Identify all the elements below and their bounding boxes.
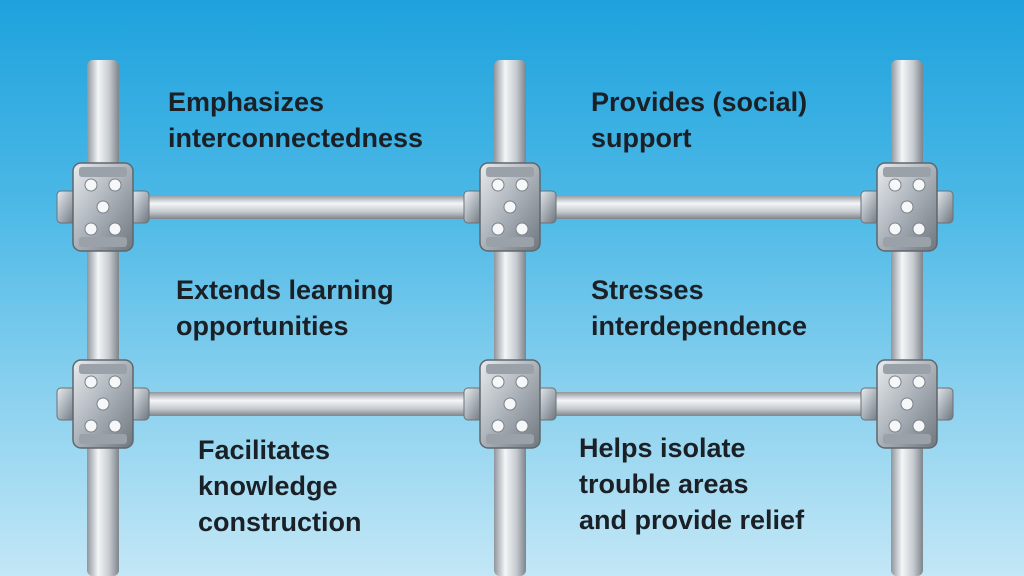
coupler-icon xyxy=(860,162,954,252)
text-line: Helps isolate xyxy=(579,433,746,463)
coupler-icon xyxy=(463,162,557,252)
vertical-pipe-middle xyxy=(494,60,526,576)
text-line: trouble areas xyxy=(579,469,749,499)
text-cell-middle-right: Stresses interdependence xyxy=(591,272,807,344)
text-cell-top-left: Emphasizes interconnectedness xyxy=(168,84,423,156)
coupler-icon xyxy=(56,162,150,252)
text-line: support xyxy=(591,123,692,153)
text-line: Facilitates xyxy=(198,435,331,465)
text-line: opportunities xyxy=(176,311,349,341)
text-cell-top-right: Provides (social) support xyxy=(591,84,807,156)
text-line: interdependence xyxy=(591,311,808,341)
text-cell-bottom-right: Helps isolate trouble areas and provide … xyxy=(579,430,804,538)
text-line: knowledge xyxy=(198,471,338,501)
text-line: interconnectedness xyxy=(168,123,424,153)
text-line: Emphasizes xyxy=(168,87,325,117)
text-line: construction xyxy=(198,507,362,537)
coupler-icon xyxy=(860,359,954,449)
text-line: Provides (social) xyxy=(591,87,808,117)
coupler-icon xyxy=(463,359,557,449)
vertical-pipe-right xyxy=(891,60,923,576)
coupler-icon xyxy=(56,359,150,449)
text-line: and provide relief xyxy=(579,505,805,535)
text-cell-middle-left: Extends learning opportunities xyxy=(176,272,394,344)
vertical-pipe-left xyxy=(87,60,119,576)
text-line: Extends learning xyxy=(176,275,394,305)
text-cell-bottom-left: Facilitates knowledge construction xyxy=(198,432,362,540)
text-line: Stresses xyxy=(591,275,704,305)
